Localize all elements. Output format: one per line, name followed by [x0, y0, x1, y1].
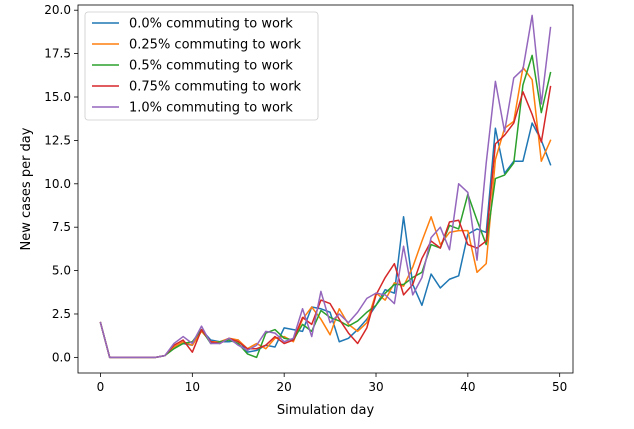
- legend-label-3: 0.75% commuting to work: [129, 80, 302, 95]
- x-tick-label: 50: [552, 380, 567, 394]
- legend-label-4: 1.0% commuting to work: [129, 101, 293, 116]
- y-tick-label: 5.0: [52, 264, 71, 278]
- x-tick-label: 30: [368, 380, 383, 394]
- x-axis-ticks: 0 10 20 30 40 50: [97, 373, 567, 394]
- y-tick-label: 7.5: [52, 220, 71, 234]
- y-tick-label: 15.0: [44, 90, 71, 104]
- series-line-2: [99, 54, 552, 359]
- y-axis-ticks: 0.0 2.5 5.0 7.5 10.0 12.5 15.0 17.5 20.0: [44, 3, 78, 364]
- y-tick-label: 20.0: [44, 3, 71, 17]
- legend-label-0: 0.0% commuting to work: [129, 17, 293, 32]
- legend-label-1: 0.25% commuting to work: [129, 38, 302, 53]
- y-tick-label: 0.0: [52, 350, 71, 364]
- series-lines: [99, 14, 552, 359]
- y-tick-label: 10.0: [44, 177, 71, 191]
- y-tick-label: 17.5: [44, 47, 71, 61]
- x-tick-label: 20: [277, 380, 292, 394]
- x-tick-label: 0: [97, 380, 105, 394]
- y-axis-label: New cases per day: [19, 127, 34, 250]
- y-tick-label: 12.5: [44, 133, 71, 147]
- series-line-4: [99, 14, 552, 359]
- x-axis-label: Simulation day: [277, 403, 375, 418]
- series-line-1: [99, 66, 552, 359]
- x-tick-label: 10: [185, 380, 200, 394]
- legend-label-2: 0.5% commuting to work: [129, 59, 293, 74]
- legend-box: [84, 11, 319, 121]
- y-tick-label: 2.5: [52, 307, 71, 321]
- legend-items: 0.0% commuting to work 0.25% commuting to…: [92, 17, 302, 116]
- chart-legend: 0.0% commuting to work 0.25% commuting to…: [84, 11, 319, 121]
- plot-area-frame: [77, 4, 574, 374]
- x-tick-label: 40: [460, 380, 475, 394]
